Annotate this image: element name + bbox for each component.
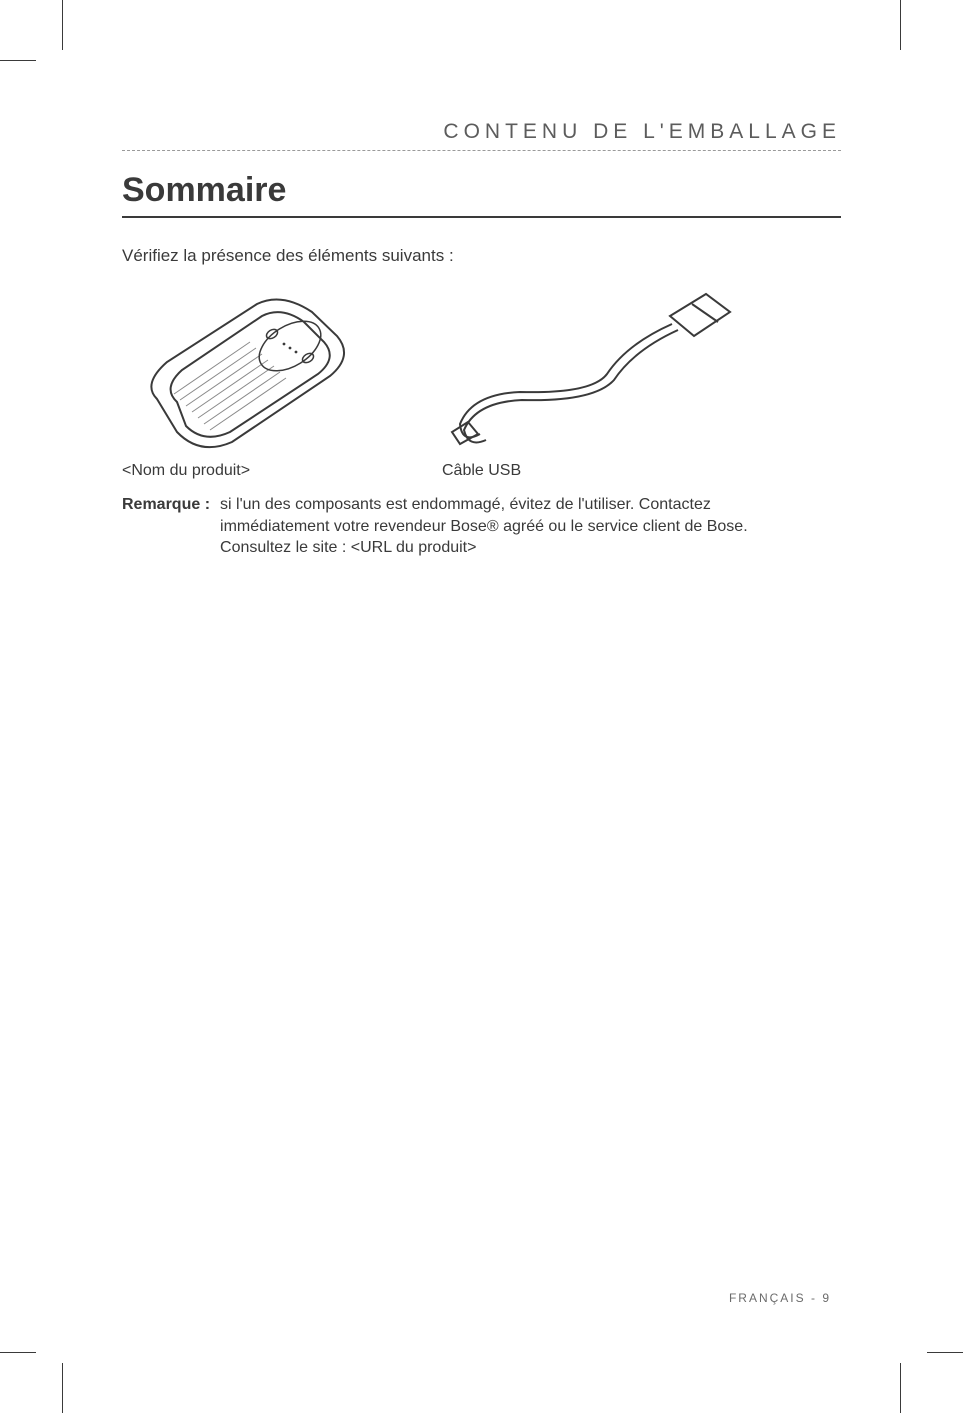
page-title: Sommaire [122,171,841,218]
crop-mark [0,1352,36,1353]
items-row: <Nom du produit> Câble USB [122,284,841,480]
footer-page-number: 9 [822,1291,831,1305]
note-block: Remarque : si l'un des composants est en… [122,494,841,559]
note-line: si l'un des composants est endommagé, év… [220,496,711,513]
note-label: Remarque : [122,494,210,559]
item-product: <Nom du produit> [122,284,362,480]
crop-mark [900,1363,901,1413]
note-body: si l'un des composants est endommagé, év… [220,494,748,559]
intro-text: Vérifiez la présence des éléments suivan… [122,246,841,266]
page-content: CONTENU DE L'EMBALLAGE Sommaire Vérifiez… [62,60,901,1353]
crop-mark [900,0,901,50]
crop-mark [927,1352,963,1353]
cable-illustration [442,284,742,454]
product-caption: <Nom du produit> [122,462,362,480]
item-cable: Câble USB [442,284,742,480]
section-header: CONTENU DE L'EMBALLAGE [122,120,841,150]
dashed-rule [122,150,841,151]
footer-language: FRANÇAIS [729,1291,806,1305]
crop-mark [62,0,63,50]
crop-mark [0,60,36,61]
cable-caption: Câble USB [442,462,742,480]
page-footer: FRANÇAIS - 9 [729,1291,831,1305]
footer-separator: - [806,1291,823,1305]
note-line: Consultez le site : <URL du produit> [220,539,476,556]
note-line: immédiatement votre revendeur Bose® agré… [220,518,748,535]
crop-mark [62,1363,63,1413]
product-illustration [122,284,362,454]
